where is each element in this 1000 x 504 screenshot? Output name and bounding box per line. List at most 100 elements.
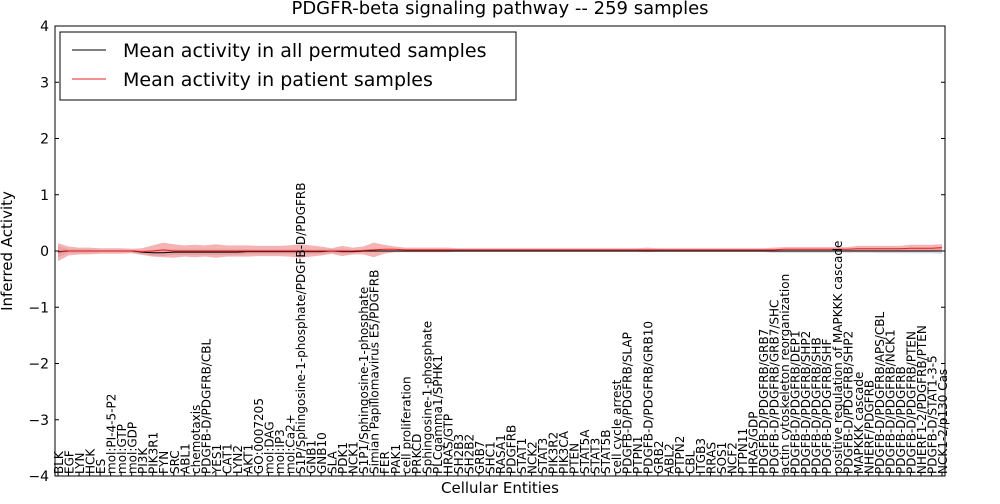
y-tick-label: −3 [28, 413, 49, 429]
x-tick-label: PDGFB-D/PDGFRB/GRB7 [757, 329, 771, 474]
x-tick-label: NCK2 [526, 441, 540, 474]
x-tick-label: SH2B2 [462, 434, 476, 474]
x-tick-label: HRAS/GTP [441, 414, 455, 474]
patient-line [57, 247, 943, 253]
y-tick-label: −1 [28, 300, 49, 316]
x-tick-label: PIK3R2 [547, 432, 561, 474]
x-tick-label: PDGFB-D/PDGFRB/DEP1 [789, 331, 803, 475]
x-tick-label: LYN2 [231, 445, 245, 474]
legend: Mean activity in all permuted samples Me… [59, 31, 517, 101]
x-tick-label: mol:GDP [126, 422, 140, 474]
x-tick-label: RRAS [705, 442, 719, 474]
x-tick-label: STAT3 [536, 438, 550, 474]
x-tick-label: PDGFB-D/PDGFRB/SHB [810, 337, 824, 474]
y-tick-label: 0 [40, 244, 49, 260]
x-tick-label: PIK3R1 [147, 432, 161, 474]
x-tick-label: LYN [73, 453, 87, 474]
x-tick-label: GRB7 [473, 441, 487, 475]
x-tick-label: NCK1-2/p130 Cas [936, 369, 950, 474]
x-tick-label: SRC [168, 450, 182, 474]
x-tick-label: PDK1 [336, 442, 350, 474]
x-tick-label: BLK [52, 450, 66, 474]
x-tick-label: ABL1 [178, 443, 192, 474]
x-tick-label: PDGFB-D/PDGFRB/PTEN [904, 331, 918, 474]
x-tick-label: HCK [84, 448, 98, 474]
x-tick-label: SH2B3 [452, 434, 466, 474]
legend-label-permuted: Mean activity in all permuted samples [123, 40, 486, 62]
x-tick-label: PIK3CA [557, 430, 571, 474]
x-tick-label: PDGFB-D/STAT1-3-5 [926, 355, 940, 474]
x-tick-label: PRKCD [410, 434, 424, 474]
x-tick-label: PTPN1 [631, 436, 645, 474]
x-tick-label: SHC1 [484, 441, 498, 474]
series-lines [57, 247, 943, 254]
x-tick-label: PDGFB-D/PDGFRB/CBL [199, 339, 213, 474]
x-tick-label: RASA1 [494, 434, 508, 474]
x-tick-label: PTPN2 [673, 436, 687, 474]
x-tick-label: STAT5A [578, 429, 592, 474]
x-tick-label: chemotaxis [189, 405, 203, 474]
x-tick-label: cell cycle arrest [610, 379, 624, 474]
x-tick-label: NCK1 [347, 441, 361, 474]
x-tick-label: cell proliferation [399, 376, 413, 474]
x-tick-label: PDGFB-D/PDGFRB/SLAP [620, 332, 634, 474]
x-tick-label: S1P1/Sphingosine-1-phosphate [357, 287, 371, 474]
x-tick-label: PLCgamma1/SPHK1 [431, 355, 445, 474]
x-tick-label: PDGFB-D/PDGFRB/SHP2 [841, 331, 855, 474]
legend-box [59, 31, 517, 101]
x-tick-label: ITGB3 [694, 438, 708, 474]
x-tick-label: S1P/Sphingosine-1-phosphate/PDGFB-D/PDGF… [294, 183, 308, 474]
x-tick-label: FER [378, 451, 392, 474]
x-tick-label: GO:0007205 [252, 398, 266, 474]
x-tick-label: mol:DAG [263, 421, 277, 474]
x-tick-label: actin cytoskeleton reorganization [778, 274, 792, 474]
x-tick-label: STAT5B [599, 429, 613, 474]
x-tick-label: NCF2 [726, 442, 740, 474]
y-axis: 4 3 2 1 0 −1 −2 −3 −4 [28, 19, 945, 485]
x-tick-label: GNB10 [315, 432, 329, 474]
y-axis-label: Inferred Activity [0, 191, 16, 311]
y-tick-label: −2 [28, 357, 49, 373]
chart-title: PDGFR-beta signaling pathway -- 259 samp… [291, 0, 708, 19]
x-tick-label: mol:Ca2+ [284, 414, 298, 474]
x-axis: BLKEGFLYNHCKESmol:PI-4-5-P2mol:GTPmol:GD… [52, 183, 950, 476]
x-tick-label: FYN [157, 451, 171, 474]
x-tick-label: NHERF1-2/PDGFRB/PTEN [915, 325, 929, 474]
x-tick-label: PDGFB-D/PDGFRB/APS/CBL [873, 312, 887, 475]
x-tick-label: MAPKKK cascade [852, 372, 866, 474]
x-tick-label: ES [94, 459, 108, 474]
x-tick-label: PI3K [136, 447, 150, 474]
x-tick-label: AKT1 [241, 444, 255, 474]
x-tick-label: YES1 [210, 444, 224, 475]
y-tick-label: −4 [28, 469, 49, 485]
x-tick-label: PDGFRB [505, 425, 519, 474]
patient-band [58, 242, 942, 262]
x-tick-label: PTEN [568, 443, 582, 474]
x-tick-label: STAT1 [515, 438, 529, 474]
y-tick-label: 3 [40, 75, 49, 91]
permuted-line [57, 250, 942, 254]
x-tick-label: PDGFB-D/PDGFRB/GRB10 [641, 321, 655, 474]
x-tick-label: SOS1 [715, 442, 729, 474]
y-tick-label: 4 [40, 19, 49, 35]
x-tick-label: mol:PI-4-5-P2 [105, 394, 119, 474]
x-tick-label: CBL [683, 450, 697, 474]
x-tick-label: Sphingosine-1-phosphate [420, 321, 434, 474]
x-tick-label: Simian Papillomavirus E5/PDGFRB [368, 270, 382, 474]
x-tick-label: PDGFB-D/PDGFRB [894, 366, 908, 474]
legend-label-patient: Mean activity in patient samples [123, 69, 433, 91]
x-tick-label: GRB2 [652, 441, 666, 475]
x-tick-label: ABL2 [662, 443, 676, 474]
confidence-bands [58, 242, 942, 262]
x-tick-label: GNB1 [305, 440, 319, 474]
x-axis-label: Cellular Entities [441, 479, 559, 497]
y-tick-label: 2 [40, 132, 49, 148]
x-tick-label: mol:IP3 [273, 429, 287, 474]
x-tick-label: PDGFB-D/PDGFRB/GRB7/SHC [768, 300, 782, 474]
x-tick-label: positive regulation of MAPKKK cascade [831, 241, 845, 474]
x-tick-label: SLA [326, 450, 340, 474]
x-tick-label: PTPN11 [736, 428, 750, 474]
x-tick-label: PDGFB-D/PDGFRB/SHF [820, 339, 834, 474]
